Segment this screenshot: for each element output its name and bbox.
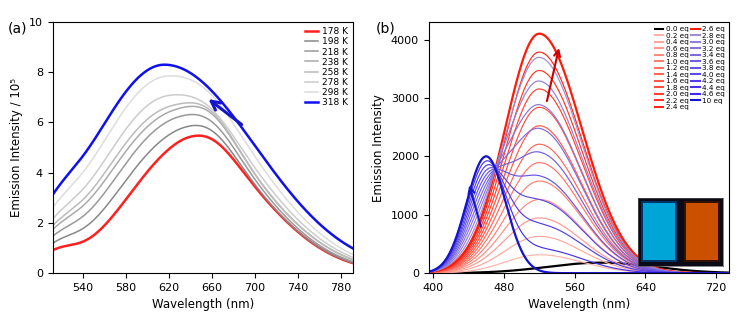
298 K <box>48 206 57 210</box>
198 K <box>349 261 358 265</box>
298 K <box>250 153 259 157</box>
238 K <box>349 258 358 262</box>
X-axis label: Wavelength (nm): Wavelength (nm) <box>152 299 254 311</box>
198 K <box>226 149 235 152</box>
218 K <box>349 260 358 264</box>
218 K <box>250 176 259 180</box>
178 K <box>102 222 111 226</box>
238 K <box>48 228 57 231</box>
238 K <box>126 144 135 148</box>
218 K <box>275 208 284 212</box>
Text: F⁻: F⁻ <box>688 250 700 260</box>
238 K <box>226 135 235 138</box>
318 K <box>48 193 57 197</box>
198 K <box>48 241 57 245</box>
178 K <box>349 262 358 265</box>
278 K <box>226 130 235 134</box>
238 K <box>102 177 111 181</box>
178 K <box>184 135 193 139</box>
198 K <box>126 173 135 177</box>
278 K <box>126 122 135 126</box>
Y-axis label: Emission Intensity: Emission Intensity <box>372 94 385 202</box>
278 K <box>173 93 182 97</box>
258 K <box>275 204 284 208</box>
258 K <box>126 136 135 140</box>
318 K <box>160 63 169 67</box>
178 K <box>48 248 57 252</box>
178 K <box>194 134 203 138</box>
Line: 238 K: 238 K <box>53 106 353 260</box>
178 K <box>226 154 235 158</box>
238 K <box>188 105 197 108</box>
298 K <box>226 117 235 121</box>
298 K <box>185 77 194 81</box>
278 K <box>250 165 259 168</box>
278 K <box>275 198 284 202</box>
Line: 218 K: 218 K <box>53 115 353 262</box>
318 K <box>275 177 284 181</box>
198 K <box>250 181 259 185</box>
258 K <box>250 171 259 174</box>
298 K <box>275 189 284 192</box>
318 K <box>126 85 135 89</box>
258 K <box>185 101 194 105</box>
278 K <box>349 256 358 260</box>
238 K <box>250 171 259 175</box>
298 K <box>349 253 358 257</box>
198 K <box>191 123 200 127</box>
218 K <box>184 113 193 116</box>
Y-axis label: Emission Intensity / 10⁵: Emission Intensity / 10⁵ <box>11 78 23 217</box>
Line: 298 K: 298 K <box>53 76 353 255</box>
Legend: 178 K, 198 K, 218 K, 238 K, 258 K, 278 K, 298 K, 318 K: 178 K, 198 K, 218 K, 238 K, 258 K, 278 K… <box>304 26 349 108</box>
198 K <box>184 124 193 128</box>
218 K <box>188 113 197 116</box>
Line: 278 K: 278 K <box>53 95 353 258</box>
258 K <box>349 258 358 262</box>
178 K <box>126 192 135 196</box>
X-axis label: Wavelength (nm): Wavelength (nm) <box>528 299 630 311</box>
178 K <box>275 213 284 217</box>
Text: (a): (a) <box>8 22 27 36</box>
278 K <box>102 156 111 160</box>
Line: 198 K: 198 K <box>53 125 353 263</box>
Text: (b): (b) <box>376 22 396 36</box>
298 K <box>167 74 176 78</box>
318 K <box>102 120 111 123</box>
178 K <box>250 184 259 187</box>
198 K <box>102 205 111 208</box>
238 K <box>184 105 193 108</box>
198 K <box>275 212 284 216</box>
318 K <box>250 143 259 146</box>
258 K <box>184 101 193 105</box>
238 K <box>275 204 284 208</box>
318 K <box>226 111 235 115</box>
298 K <box>126 100 135 104</box>
258 K <box>48 224 57 228</box>
Line: 178 K: 178 K <box>53 136 353 263</box>
218 K <box>102 189 111 193</box>
318 K <box>349 247 358 251</box>
278 K <box>48 217 57 221</box>
Line: 318 K: 318 K <box>53 65 353 249</box>
218 K <box>226 141 235 145</box>
298 K <box>102 136 111 140</box>
Legend: 0.0 eq, 0.2 eq, 0.4 eq, 0.6 eq, 0.8 eq, 1.0 eq, 1.2 eq, 1.4 eq, 1.6 eq, 1.8 eq, : 0.0 eq, 0.2 eq, 0.4 eq, 0.6 eq, 0.8 eq, … <box>654 26 726 111</box>
278 K <box>185 94 194 98</box>
258 K <box>102 169 111 173</box>
258 K <box>226 133 235 137</box>
Line: 258 K: 258 K <box>53 103 353 260</box>
218 K <box>126 156 135 160</box>
218 K <box>48 235 57 238</box>
318 K <box>185 70 194 74</box>
